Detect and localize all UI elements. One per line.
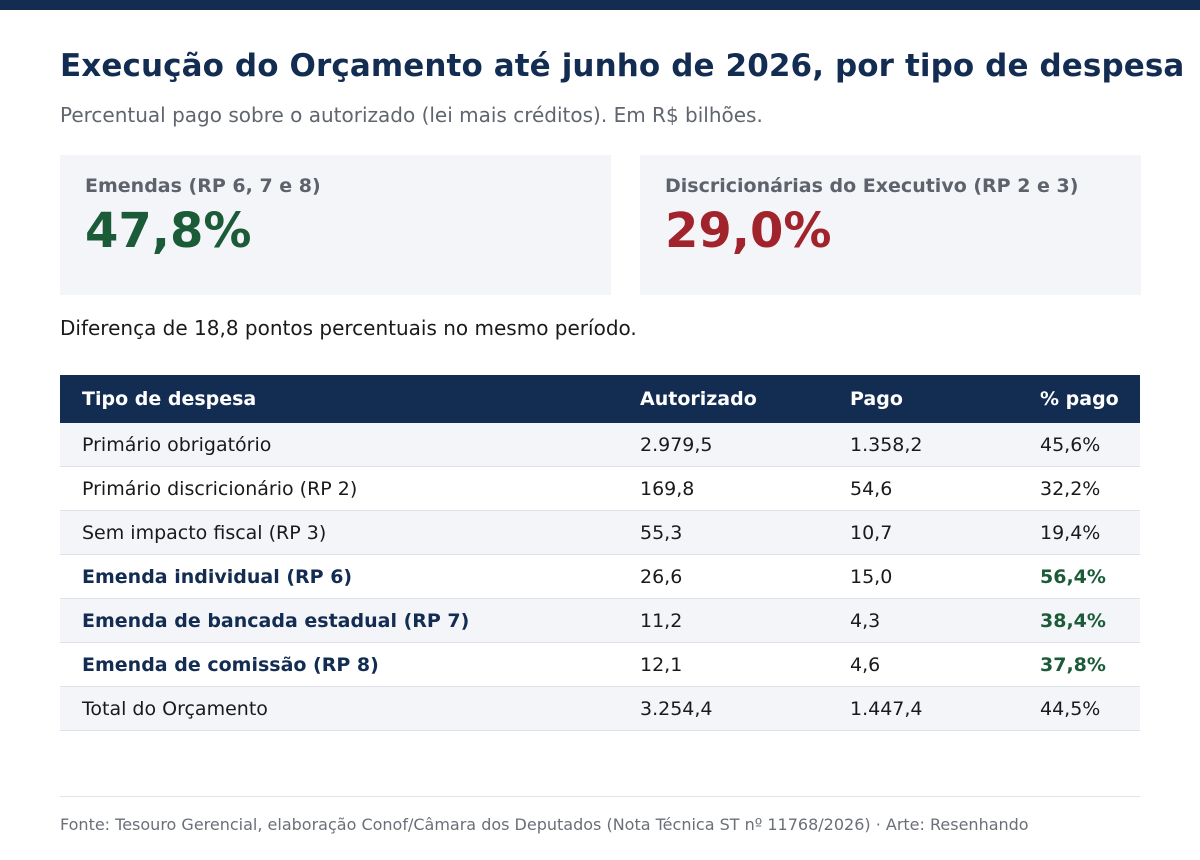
cell-tipo: Primário obrigatório <box>82 433 272 456</box>
cell-pago: 15,0 <box>850 565 893 588</box>
column-header-autorizado: Autorizado <box>640 388 757 410</box>
difference-note: Diferença de 18,8 pontos percentuais no … <box>60 316 637 340</box>
cell-autorizado: 2.979,5 <box>640 433 713 456</box>
source-footer: Fonte: Tesouro Gerencial, elaboração Con… <box>60 815 1029 834</box>
cell-pct-pago: 38,4% <box>1040 609 1106 632</box>
cell-tipo: Total do Orçamento <box>82 697 268 720</box>
table-row: Sem impacto fiscal (RP 3) 55,3 10,7 19,4% <box>60 511 1140 555</box>
column-header-pct-pago: % pago <box>1040 388 1119 410</box>
stat-card-emendas: Emendas (RP 6, 7 e 8) 47,8% <box>60 155 611 295</box>
table-row: Emenda individual (RP 6) 26,6 15,0 56,4% <box>60 555 1140 599</box>
cell-pct-pago: 44,5% <box>1040 697 1101 720</box>
cell-pago: 10,7 <box>850 521 893 544</box>
cell-pago: 54,6 <box>850 477 893 500</box>
table-body: Primário obrigatório 2.979,5 1.358,2 45,6% P… <box>60 423 1140 731</box>
cell-tipo: Primário discricionário (RP 2) <box>82 477 358 500</box>
table-row: Primário obrigatório 2.979,5 1.358,2 45,6% <box>60 423 1140 467</box>
cell-autorizado: 12,1 <box>640 653 683 676</box>
top-accent-bar <box>0 0 1200 10</box>
page-subtitle: Percentual pago sobre o autorizado (lei … <box>60 103 763 127</box>
cell-pct-pago: 19,4% <box>1040 521 1101 544</box>
cell-pct-pago: 37,8% <box>1040 653 1106 676</box>
table-row: Total do Orçamento 3.254,4 1.447,4 44,5% <box>60 687 1140 731</box>
cell-tipo: Sem impacto fiscal (RP 3) <box>82 521 327 544</box>
stat-card-discricionarias: Discricionárias do Executivo (RP 2 e 3) … <box>640 155 1141 295</box>
cell-pago: 1.358,2 <box>850 433 923 456</box>
cell-autorizado: 3.254,4 <box>640 697 713 720</box>
column-header-tipo: Tipo de despesa <box>82 388 257 410</box>
cell-pct-pago: 45,6% <box>1040 433 1101 456</box>
cell-autorizado: 11,2 <box>640 609 683 632</box>
footer-divider <box>60 796 1140 797</box>
cell-autorizado: 169,8 <box>640 477 695 500</box>
cell-tipo: Emenda individual (RP 6) <box>82 565 353 588</box>
cell-pct-pago: 56,4% <box>1040 565 1106 588</box>
cell-pago: 4,6 <box>850 653 881 676</box>
cell-pct-pago: 32,2% <box>1040 477 1101 500</box>
cell-tipo: Emenda de comissão (RP 8) <box>82 653 379 676</box>
stat-card-label: Discricionárias do Executivo (RP 2 e 3) <box>665 175 1079 197</box>
stat-card-value: 29,0% <box>665 203 832 259</box>
cell-tipo: Emenda de bancada estadual (RP 7) <box>82 609 470 632</box>
cell-pago: 1.447,4 <box>850 697 923 720</box>
cell-autorizado: 26,6 <box>640 565 683 588</box>
stat-card-label: Emendas (RP 6, 7 e 8) <box>85 175 321 197</box>
table-row: Emenda de comissão (RP 8) 12,1 4,6 37,8% <box>60 643 1140 687</box>
expense-table: Tipo de despesa Autorizado Pago % pago P… <box>60 375 1140 731</box>
table-row: Emenda de bancada estadual (RP 7) 11,2 4,3… <box>60 599 1140 643</box>
cell-autorizado: 55,3 <box>640 521 683 544</box>
column-header-pago: Pago <box>850 388 903 410</box>
page-title: Execução do Orçamento até junho de 2026,… <box>60 48 1185 84</box>
cell-pago: 4,3 <box>850 609 881 632</box>
table-header: Tipo de despesa Autorizado Pago % pago <box>60 375 1140 423</box>
table-row: Primário discricionário (RP 2) 169,8 54,6 3… <box>60 467 1140 511</box>
stat-card-value: 47,8% <box>85 203 252 259</box>
